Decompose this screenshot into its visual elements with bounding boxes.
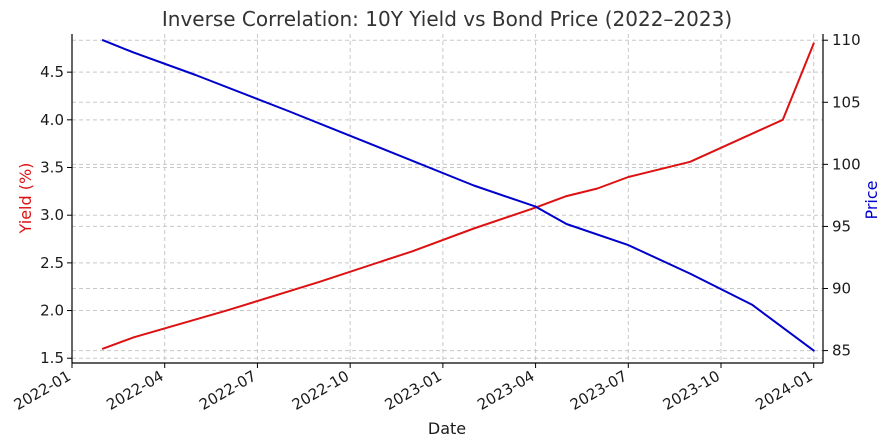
x-axis-label: Date — [428, 419, 466, 438]
x-tick-label: 2022-04 — [103, 367, 166, 414]
y-axis-left-label: Yield (%) — [16, 163, 35, 235]
y-right-tick-label: 85 — [832, 342, 851, 360]
x-tick-label: 2022-10 — [289, 367, 352, 414]
y-left-tick-label: 2.0 — [40, 302, 64, 320]
y-left-tick-label: 3.0 — [40, 206, 64, 224]
x-tick-label: 2022-01 — [11, 367, 74, 414]
x-tick-label: 2024-01 — [752, 367, 815, 414]
x-tick-label: 2023-04 — [474, 367, 537, 414]
price-line — [101, 39, 815, 352]
y-left-tick-label: 4.5 — [40, 63, 64, 81]
y-right-tick-label: 95 — [832, 217, 851, 235]
y-right-tick-label: 100 — [832, 155, 861, 173]
y-left-tick-label: 3.5 — [40, 159, 64, 177]
x-tick-label: 2023-01 — [382, 367, 445, 414]
y-right-tick-label: 90 — [832, 280, 851, 298]
series — [101, 39, 815, 352]
grid — [71, 34, 823, 363]
x-tick-label: 2023-07 — [567, 367, 630, 414]
x-tick-label: 2023-10 — [660, 367, 723, 414]
chart-title: Inverse Correlation: 10Y Yield vs Bond P… — [162, 7, 732, 31]
ticks: 2022-01 2022-04 2022-07 2022-10 2023-01 2023-… — [11, 31, 861, 414]
y-left-tick-label: 2.5 — [40, 254, 64, 272]
y-left-tick-label: 1.5 — [40, 349, 64, 367]
yield-line — [101, 42, 815, 350]
y-left-tick-label: 4.0 — [40, 111, 64, 129]
y-right-tick-label: 105 — [832, 93, 861, 111]
y-axis-right-label: Price — [862, 180, 881, 219]
x-tick-label: 2022-07 — [196, 367, 259, 414]
y-right-tick-label: 110 — [832, 31, 861, 49]
axes — [71, 34, 824, 364]
